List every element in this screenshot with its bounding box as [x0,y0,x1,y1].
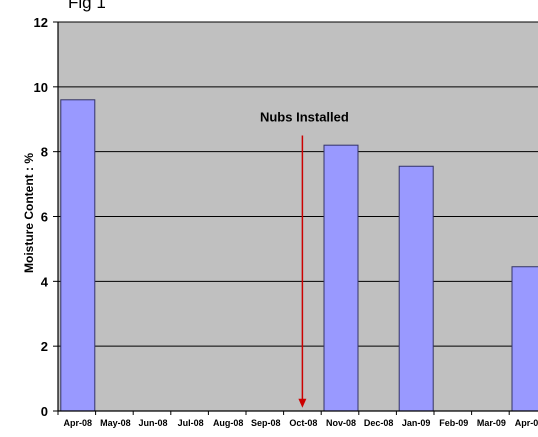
y-tick-label: 4 [41,274,49,289]
x-tick-label: Nov-08 [326,418,356,428]
y-tick-label: 10 [34,80,48,95]
y-tick-label: 8 [41,145,48,160]
x-tick-label: May-08 [100,418,131,428]
x-tick-label: Feb-09 [439,418,468,428]
bar-Apr-09 [511,266,538,412]
x-tick-label: Jul-08 [178,418,204,428]
x-tick-label: Mar-09 [477,418,506,428]
annotation-label: Nubs Installed [260,109,349,124]
x-tick-label: Jan-09 [402,418,431,428]
annotation-arrowhead [298,398,307,408]
x-tick-label: Aug-08 [213,418,244,428]
x-tick-label: Oct-08 [289,418,317,428]
y-tick-label: 0 [41,404,48,419]
bar-Jan-09 [398,165,434,412]
y-tick-label: 12 [34,15,48,30]
x-tick-label: Jun-08 [138,418,167,428]
y-tick-label: 6 [41,210,48,225]
bar-Nov-08 [323,144,359,412]
x-tick-label: Apr-09 [515,418,538,428]
x-tick-label: Apr-08 [64,418,93,428]
bar-Apr-08 [60,99,96,412]
x-tick-label: Sep-08 [251,418,281,428]
y-tick-label: 2 [41,339,48,354]
x-tick-label: Dec-08 [364,418,394,428]
figure-label: Fig 1 [68,0,106,12]
